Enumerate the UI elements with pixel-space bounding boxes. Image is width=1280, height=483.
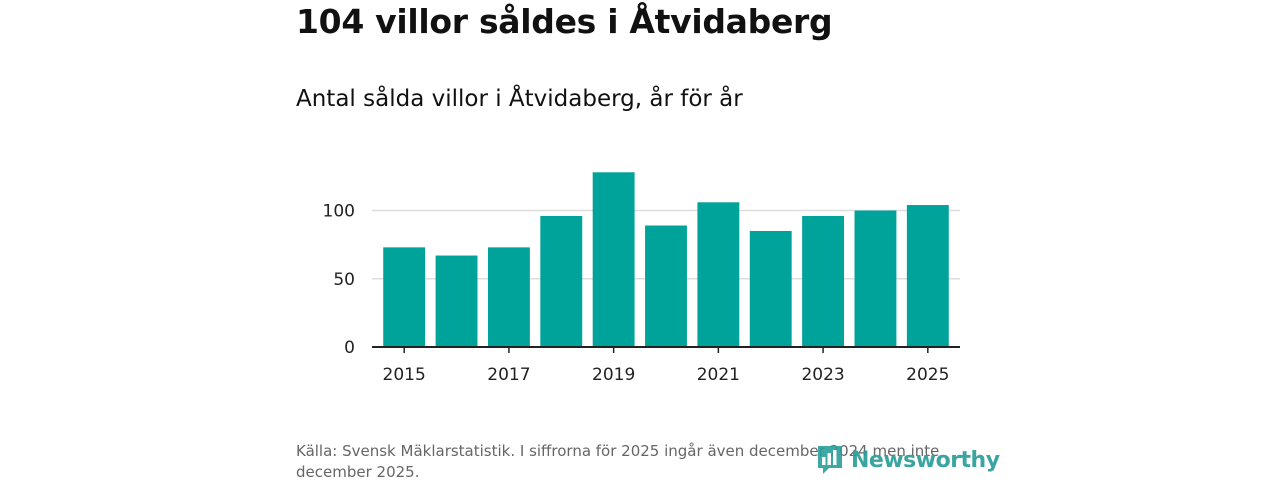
newsworthy-logo-text: Newsworthy — [851, 447, 1000, 473]
bar-2016 — [435, 255, 478, 347]
bar-2015 — [383, 247, 426, 347]
bar-2024 — [854, 210, 897, 347]
bar-2018 — [540, 215, 583, 347]
chart-title: 104 villor såldes i Åtvidaberg — [296, 2, 833, 41]
bar-2021 — [697, 202, 740, 347]
axes: 0 50 100 2015 2017 2019 2021 2023 2025 — [323, 202, 960, 385]
chart-subtitle: Antal sålda villor i Åtvidaberg, år för … — [296, 86, 743, 112]
y-tick-label-100: 100 — [323, 202, 355, 222]
x-tick-label-2023: 2023 — [801, 365, 844, 385]
y-tick-label-0: 0 — [344, 338, 355, 358]
newsworthy-logo[interactable]: Newsworthy — [815, 442, 1000, 478]
bar-2022 — [749, 230, 792, 347]
y-tick-label-50: 50 — [333, 270, 355, 290]
x-tick-label-2015: 2015 — [383, 365, 426, 385]
newsworthy-logo-icon — [818, 446, 842, 474]
bar-2023 — [802, 215, 845, 347]
x-tick-label-2025: 2025 — [906, 365, 949, 385]
x-tick-label-2017: 2017 — [487, 365, 530, 385]
bars — [383, 172, 949, 347]
bar-2019 — [592, 172, 635, 347]
bar-2020 — [645, 225, 687, 347]
bar-2025 — [906, 205, 949, 347]
source-note: Källa: Svensk Mäklarstatistik. I siffror… — [296, 442, 940, 481]
x-tick-label-2019: 2019 — [592, 365, 635, 385]
x-tick-label-2021: 2021 — [697, 365, 740, 385]
bar-2017 — [487, 247, 530, 347]
